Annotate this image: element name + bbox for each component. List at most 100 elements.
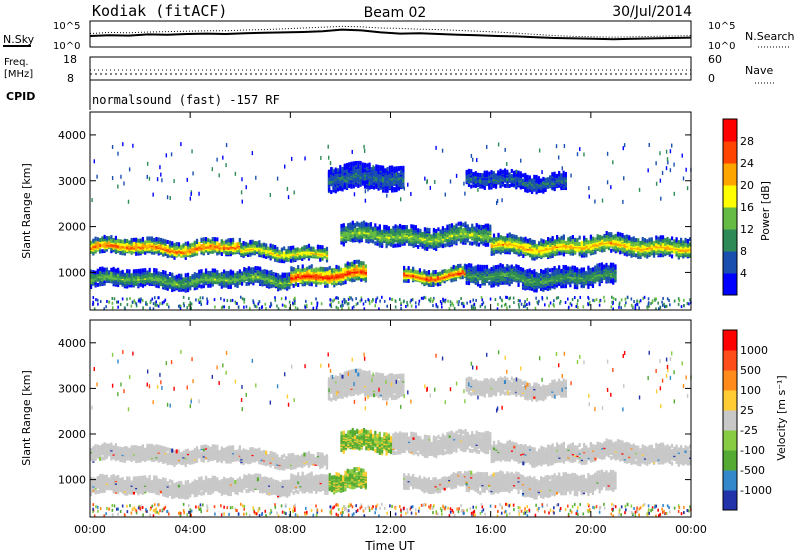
- nave-tick-low: 0: [708, 72, 715, 85]
- power-cell: [549, 251, 552, 256]
- power-cell: [497, 264, 500, 269]
- power-cell: [450, 241, 454, 246]
- power-cell: [628, 235, 631, 240]
- power-cell: [336, 187, 340, 192]
- power-cell: [105, 241, 108, 246]
- power-cell: [499, 266, 502, 271]
- power-cell: [488, 268, 491, 273]
- power-cell: [297, 265, 300, 270]
- power-cell: [490, 269, 493, 274]
- power-cell: [204, 268, 208, 273]
- power-cell: [171, 277, 174, 282]
- power-cell: [243, 267, 246, 272]
- power-cell: [476, 267, 480, 272]
- power-cell: [639, 243, 642, 248]
- power-cell: [578, 251, 581, 256]
- power-cell: [601, 245, 604, 250]
- power-cell: [184, 277, 187, 282]
- power-cell: [547, 237, 550, 242]
- power-cell: [441, 269, 444, 274]
- power-cell: [253, 241, 256, 246]
- power-cell: [234, 272, 237, 277]
- power-cell: [303, 280, 307, 285]
- power-cell: [555, 268, 558, 273]
- power-cell: [521, 267, 525, 272]
- power-cell: [630, 253, 633, 258]
- power-cell: [542, 284, 545, 289]
- power-cell: [103, 267, 106, 272]
- power-cell: [144, 270, 147, 275]
- power-cell: [489, 224, 492, 229]
- power-cell: [222, 269, 226, 274]
- power-cell: [571, 268, 574, 273]
- power-cell: [553, 285, 556, 290]
- power-cell: [428, 227, 431, 232]
- power-cell: [202, 237, 205, 242]
- power-cell: [362, 220, 366, 225]
- power-cell: [231, 240, 235, 245]
- power-cell: [558, 237, 561, 242]
- power-cell: [301, 266, 304, 271]
- power-cell: [324, 270, 327, 275]
- power-cell: [103, 281, 106, 286]
- power-cell: [227, 238, 230, 243]
- power-cell: [141, 273, 145, 278]
- power-cell: [571, 251, 575, 256]
- power-cell: [485, 269, 489, 274]
- power-cell: [99, 238, 102, 243]
- power-cell: [641, 243, 644, 248]
- power-cell: [475, 242, 478, 247]
- power-cell: [99, 249, 102, 254]
- power-cell: [598, 282, 601, 287]
- power-cell: [229, 284, 232, 289]
- power-cell: [298, 248, 302, 253]
- power-cell: [562, 234, 565, 239]
- power-cell: [256, 266, 259, 271]
- power-cell: [524, 285, 527, 290]
- power-cell: [265, 254, 268, 259]
- power-cell: [269, 248, 272, 253]
- power-cell: [182, 243, 185, 248]
- power-cell: [530, 272, 534, 277]
- power-cell: [490, 283, 493, 288]
- power-cell: [492, 238, 496, 243]
- power-cell: [463, 263, 467, 268]
- power-cell: [204, 274, 208, 279]
- power-cell: [448, 226, 451, 231]
- power-cell: [256, 270, 259, 275]
- power-cell: [222, 283, 226, 288]
- cpid-label: CPID: [6, 90, 35, 103]
- power-cell: [119, 270, 122, 275]
- power-cell: [96, 237, 99, 242]
- power-cell: [423, 229, 427, 234]
- power-cell: [286, 276, 289, 281]
- power-cell: [407, 266, 410, 271]
- power-cell: [135, 251, 138, 256]
- power-cell: [222, 243, 226, 248]
- power-cell: [412, 224, 415, 229]
- power-cell: [213, 268, 217, 273]
- power-cell: [355, 264, 358, 269]
- power-cell: [101, 249, 104, 254]
- power-cell: [346, 261, 349, 266]
- power-cell: [517, 264, 520, 269]
- power-cell: [407, 278, 410, 283]
- power-cell: [137, 275, 140, 280]
- power-cell: [448, 268, 451, 273]
- power-cell: [641, 239, 644, 244]
- power-cell: [619, 232, 622, 237]
- power-cell: [342, 242, 345, 247]
- power-cell: [519, 251, 523, 256]
- power-cell: [467, 281, 471, 286]
- power-cell: [492, 233, 496, 238]
- power-cell: [222, 248, 226, 253]
- power-cell: [376, 230, 379, 235]
- power-cell: [630, 237, 633, 242]
- power-cell: [578, 235, 581, 240]
- power-cell: [355, 259, 358, 264]
- power-cell: [123, 272, 127, 277]
- power-cell: [416, 270, 419, 275]
- power-cell: [417, 230, 420, 235]
- power-cell: [360, 277, 363, 282]
- power-cell: [234, 242, 237, 247]
